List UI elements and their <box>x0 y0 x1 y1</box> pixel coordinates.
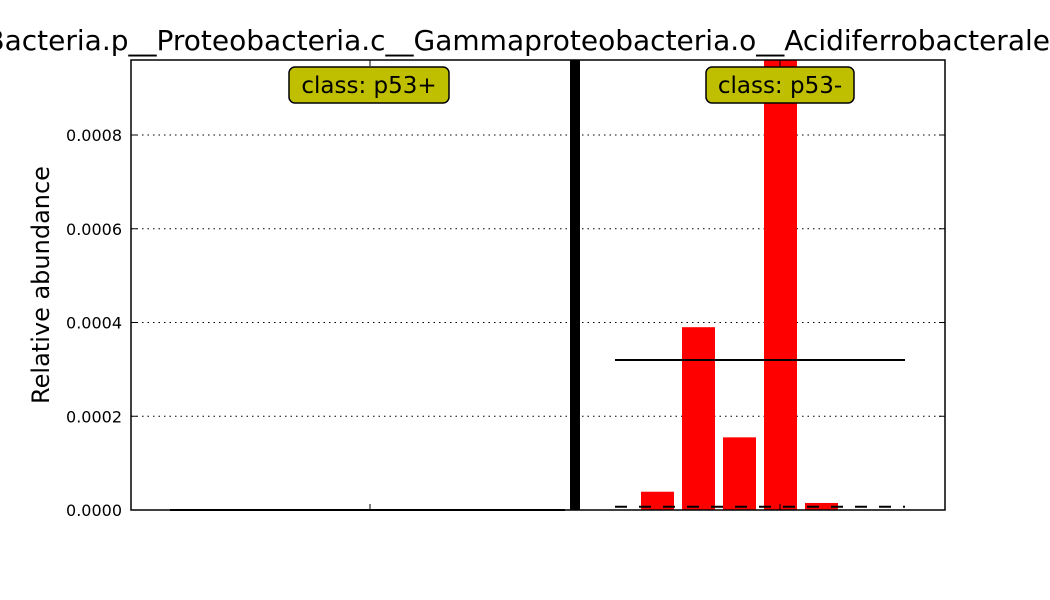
plot-frame <box>130 59 946 511</box>
y-axis: 0.0000 0.0002 0.0004 0.0006 0.0008 <box>66 60 945 520</box>
y-tick-label: 0.0006 <box>66 220 122 239</box>
bar <box>641 491 674 510</box>
y-axis-label: Relative abundance <box>27 166 55 404</box>
bars <box>641 60 838 510</box>
class-label-box <box>288 66 450 104</box>
class-label: class: p53- <box>718 73 842 99</box>
class-label-box <box>705 66 855 104</box>
class-label: class: p53+ <box>301 73 436 99</box>
y-tick-label: 0.0008 <box>66 126 122 145</box>
y-tick-label: 0.0000 <box>66 501 122 520</box>
bar <box>723 437 756 510</box>
y-tick-label: 0.0002 <box>66 407 122 426</box>
y-tick-label: 0.0004 <box>66 314 122 333</box>
class-labels: class: p53+ class: p53- <box>288 66 855 104</box>
bar <box>764 60 797 510</box>
class-separator <box>570 60 580 510</box>
grid-lines <box>131 134 945 417</box>
bar <box>682 327 715 510</box>
chart-title: Bacteria.p__Proteobacteria.c__Gammaprote… <box>0 24 1050 57</box>
bar <box>805 502 838 510</box>
